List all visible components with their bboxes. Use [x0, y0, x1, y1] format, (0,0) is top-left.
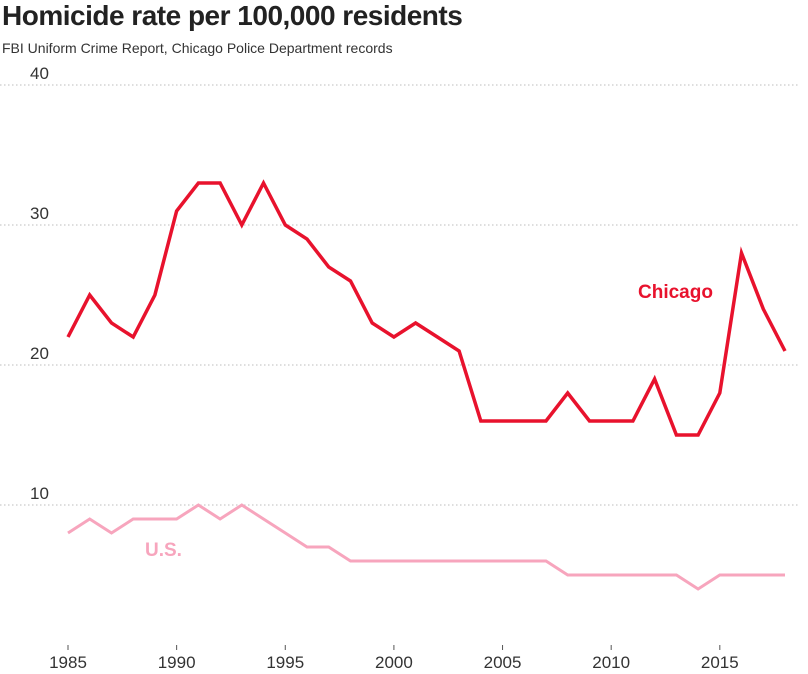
series-label-chicago: Chicago: [638, 282, 713, 303]
y-tick-label: 30: [30, 204, 49, 223]
y-axis-ticks: 10 20 30 40: [30, 64, 49, 503]
x-tick-label: 1995: [266, 653, 304, 672]
gridlines: [0, 84, 798, 506]
y-tick-label: 10: [30, 484, 49, 503]
series-labels: Chicago U.S.: [145, 282, 713, 561]
x-tick-label: 2015: [701, 653, 739, 672]
x-tick-label: 2005: [484, 653, 522, 672]
series-line-us: [67, 503, 785, 591]
x-tick-label: 2010: [592, 653, 630, 672]
series-label-us: U.S.: [145, 540, 182, 561]
series-line-chicago: [66, 179, 787, 437]
x-axis-ticks: 1985 1990 1995 2000 2005 2010 2015: [49, 645, 739, 672]
y-tick-label: 40: [30, 64, 49, 83]
y-tick-label: 20: [30, 344, 49, 363]
series-lines: [66, 179, 787, 591]
chart-subtitle: FBI Uniform Crime Report, Chicago Police…: [2, 40, 393, 56]
x-tick-label: 2000: [375, 653, 413, 672]
x-tick-label: 1990: [158, 653, 196, 672]
chart-title: Homicide rate per 100,000 residents: [2, 0, 463, 31]
x-tick-label: 1985: [49, 653, 87, 672]
